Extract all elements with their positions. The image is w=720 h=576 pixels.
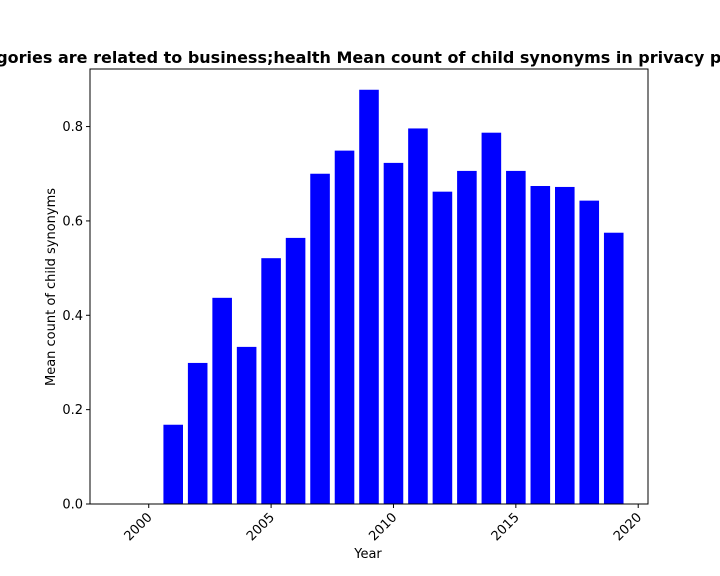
bar-2001 bbox=[163, 424, 183, 504]
y-axis-ticks: 0.0 0.2 0.4 0.6 0.8 bbox=[62, 120, 90, 513]
x-axis-label: Year bbox=[353, 547, 382, 562]
x-tick-label: 2000 bbox=[122, 510, 156, 544]
x-tick-label: 2005 bbox=[244, 510, 278, 544]
bar-2005 bbox=[261, 258, 281, 504]
bar-2004 bbox=[236, 346, 257, 504]
y-tick-label: 0.0 bbox=[62, 498, 83, 513]
bar-2014 bbox=[481, 132, 502, 504]
y-tick-label: 0.6 bbox=[62, 214, 83, 229]
bar-2010 bbox=[383, 162, 404, 504]
y-tick-label: 0.8 bbox=[62, 120, 83, 135]
bar-2017 bbox=[555, 186, 575, 504]
y-tick-label: 0.2 bbox=[62, 403, 83, 418]
bar-2009 bbox=[359, 89, 379, 504]
bar-2019 bbox=[603, 232, 624, 504]
bar-2011 bbox=[408, 128, 428, 505]
bar-2003 bbox=[212, 297, 232, 504]
bar-2016 bbox=[530, 186, 551, 504]
bar-2013 bbox=[457, 170, 477, 505]
x-tick-label: 2020 bbox=[611, 510, 645, 544]
bar-2012 bbox=[432, 191, 453, 505]
bar-2008 bbox=[334, 150, 355, 505]
x-tick-label: 2015 bbox=[489, 510, 523, 544]
y-axis-label: Mean count of child synonyms bbox=[44, 188, 59, 386]
bars-group bbox=[163, 89, 624, 505]
bar-2015 bbox=[506, 170, 526, 505]
bar-2002 bbox=[187, 362, 208, 504]
x-tick-label: 2010 bbox=[366, 510, 400, 544]
bar-2018 bbox=[579, 200, 600, 504]
y-tick-label: 0.4 bbox=[62, 309, 83, 324]
x-axis-ticks: 2000 2005 2010 2015 2020 bbox=[122, 504, 645, 544]
chart-title: categories are related to business;healt… bbox=[0, 48, 720, 67]
plot-area-frame bbox=[89, 68, 649, 505]
bar-2007 bbox=[310, 173, 330, 505]
bar-2006 bbox=[285, 237, 306, 505]
